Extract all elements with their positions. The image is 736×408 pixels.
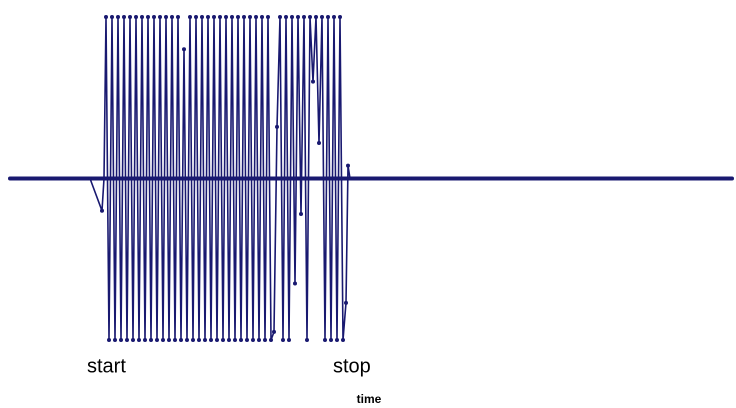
annotation: start: [87, 355, 126, 377]
signal-marker: [140, 15, 144, 19]
signal-marker: [155, 338, 159, 342]
signal-marker: [230, 15, 234, 19]
signal-marker: [197, 338, 201, 342]
signal-marker: [188, 15, 192, 19]
signal-marker: [260, 15, 264, 19]
signal-marker: [194, 15, 198, 19]
signal-marker: [8, 176, 12, 181]
signal-marker: [335, 338, 339, 342]
signal-marker: [119, 338, 123, 342]
signal-marker: [332, 15, 336, 19]
signal-marker: [131, 338, 135, 342]
signal-marker: [326, 15, 330, 19]
signal-marker: [206, 15, 210, 19]
signal-marker: [329, 338, 333, 342]
signal-marker: [143, 338, 147, 342]
signal-marker: [730, 176, 734, 181]
signal-marker: [203, 338, 207, 342]
signal-marker: [275, 124, 279, 129]
signal-marker: [296, 15, 300, 19]
signal-marker: [266, 15, 270, 19]
signal-marker: [221, 338, 225, 342]
signal-marker: [227, 338, 231, 342]
signal-marker: [102, 176, 106, 181]
signal-marker: [320, 15, 324, 19]
signal-marker: [341, 338, 345, 342]
signal-marker: [254, 15, 258, 19]
signal-marker: [173, 338, 177, 342]
signal-marker: [167, 338, 171, 342]
signal-marker: [311, 79, 315, 84]
signal-marker: [338, 15, 342, 19]
signal-marker: [236, 15, 240, 19]
signal-marker: [344, 300, 348, 305]
signal-marker: [88, 176, 92, 181]
signal-marker: [185, 338, 189, 342]
signal-marker: [233, 338, 237, 342]
signal-marker: [164, 15, 168, 19]
signal-marker: [269, 338, 273, 342]
signal-marker: [134, 15, 138, 19]
signal-marker: [242, 15, 246, 19]
signal-marker: [408, 176, 412, 181]
signal-marker: [239, 338, 243, 342]
signal-marker: [149, 338, 153, 342]
signal-marker: [161, 338, 165, 342]
x-axis-label: time: [357, 392, 382, 406]
signal-marker: [128, 15, 132, 19]
signal-marker: [293, 281, 297, 286]
signal-marker: [152, 15, 156, 19]
signal-marker: [346, 163, 350, 168]
signal-marker: [170, 15, 174, 19]
signal-marker: [302, 15, 306, 19]
signal-marker: [176, 15, 180, 19]
signal-marker: [314, 15, 318, 19]
signal-marker: [100, 208, 104, 213]
signal-marker: [218, 15, 222, 19]
signal-marker: [290, 15, 294, 19]
signal-marker: [278, 15, 282, 19]
signal-marker: [281, 338, 285, 342]
signal-marker: [263, 338, 267, 342]
signal-marker: [257, 338, 261, 342]
signal-marker: [146, 15, 150, 19]
signal-marker: [299, 212, 303, 217]
annotation: stop: [333, 355, 371, 377]
signal-marker: [179, 338, 183, 342]
signal-marker: [137, 338, 141, 342]
signal-marker: [113, 338, 117, 342]
signal-marker: [251, 338, 255, 342]
signal-marker: [272, 329, 276, 334]
signal-marker: [248, 15, 252, 19]
signal-marker: [107, 338, 111, 342]
signal-marker: [212, 15, 216, 19]
signal-marker: [348, 176, 352, 181]
signal-marker: [323, 338, 327, 342]
signal-marker: [182, 47, 186, 52]
signal-marker: [305, 338, 309, 342]
signal-marker: [245, 338, 249, 342]
signal-marker: [284, 15, 288, 19]
signal-marker: [209, 338, 213, 342]
signal-marker: [191, 338, 195, 342]
signal-marker: [122, 15, 126, 19]
signal-marker: [215, 338, 219, 342]
signal-marker: [224, 15, 228, 19]
signal-marker: [308, 15, 312, 19]
signal-marker: [158, 15, 162, 19]
signal-marker: [48, 176, 52, 181]
signal-marker: [287, 338, 291, 342]
signal-marker: [317, 140, 321, 145]
signal-marker: [116, 15, 120, 19]
signal-marker: [200, 15, 204, 19]
signal-marker: [125, 338, 129, 342]
signal-marker: [110, 15, 114, 19]
signal-marker: [104, 15, 108, 19]
